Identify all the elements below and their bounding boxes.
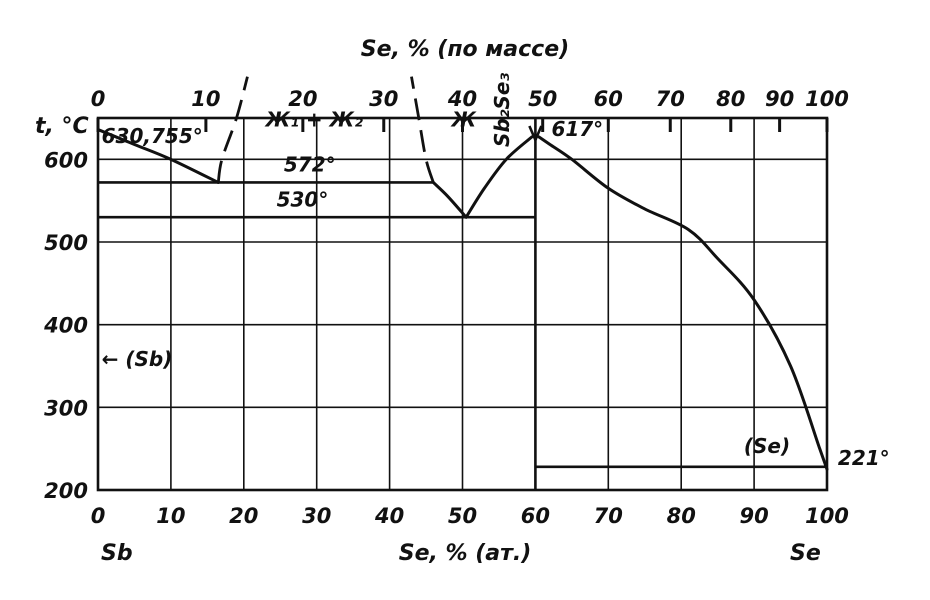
bottom-tick-label: 40: [374, 504, 404, 528]
top-tick-label: 70: [656, 87, 685, 111]
top-tick-label: 20: [288, 87, 317, 111]
y-axis-title: t, °C: [35, 114, 89, 139]
y-tick-label: 200: [44, 479, 88, 503]
bottom-tick-label: 50: [448, 504, 477, 528]
annotation-label: Ж: [450, 107, 477, 131]
top-tick-label: 30: [369, 87, 398, 111]
bottom-tick-label: 10: [156, 504, 185, 528]
top-tick-label: 60: [594, 87, 623, 111]
annotation-label: (Se): [744, 434, 790, 458]
top-tick-label: 80: [716, 87, 745, 111]
top-tick-label: 40: [447, 87, 477, 111]
annotation-label: 630,755°: [102, 124, 203, 148]
annotation-label: 221°: [838, 446, 890, 470]
series-line-4: [216, 76, 249, 183]
ticks-layer: 0 10 20 30 40 50 60 70 80 90 100 0 10 20 30 40 50 60 70 80 9…: [43, 87, 849, 528]
annotation-layer: 630,755° Ж₁ + Ж₂ Ж Sb₂Se₃ 617° 572° 530° ← (Sb)…: [102, 72, 890, 470]
bottom-tick-label: 80: [667, 504, 696, 528]
grid-layer: [98, 118, 827, 490]
annotation-label: 617°: [551, 117, 603, 141]
y-tick-label: 500: [44, 231, 88, 255]
annotation-label: ← (Sb): [102, 347, 173, 371]
annotation-label: Sb₂Se₃: [490, 72, 514, 146]
bottom-tick-label: 70: [594, 504, 623, 528]
series-line-1: [431, 180, 468, 219]
bottom-tick-label: 0: [91, 504, 106, 528]
bottom-tick-label: 100: [805, 504, 849, 528]
annotation-label: 572°: [284, 153, 336, 177]
top-tick-label: 10: [191, 87, 220, 111]
top-tick-label: 100: [805, 87, 849, 111]
bottom-tick-label: 30: [302, 504, 331, 528]
y-tick-label: 600: [44, 148, 88, 172]
top-tick-label: 50: [528, 87, 557, 111]
element-right-label: Se: [790, 541, 821, 566]
series-layer: [96, 76, 829, 490]
annotation-label: Ж₁ + Ж₂: [264, 107, 363, 131]
bottom-tick-label: 90: [739, 504, 768, 528]
y-tick-label: 300: [44, 396, 88, 420]
series-line-0: [96, 128, 220, 184]
y-tick-label: 400: [43, 314, 88, 338]
top-tick-label: 90: [765, 87, 794, 111]
series-line-5: [410, 76, 435, 183]
top-tick-label: 0: [91, 87, 106, 111]
bottom-tick-label: 60: [521, 504, 550, 528]
element-left-label: Sb: [101, 541, 133, 566]
bottom-tick-label: 20: [229, 504, 258, 528]
series-line-2: [464, 135, 534, 219]
annotation-label: 530°: [277, 187, 329, 211]
series-line-3: [537, 135, 829, 471]
top-axis-title: Se, % (по массе): [361, 37, 569, 62]
bottom-axis-title: Se, % (ат.): [399, 541, 532, 566]
